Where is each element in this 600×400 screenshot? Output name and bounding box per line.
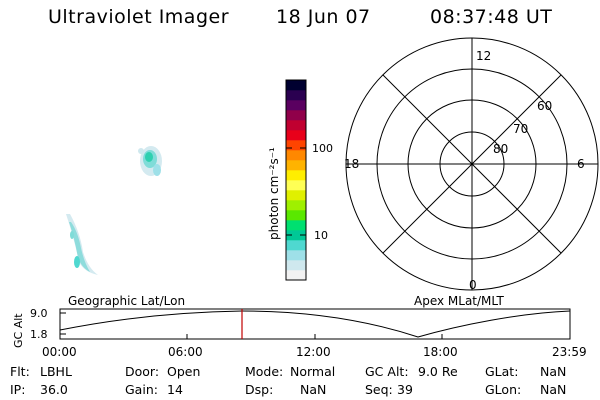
colorbar-segment — [286, 270, 306, 281]
colorbar-segment — [286, 190, 306, 201]
glat-value: NaN — [540, 364, 567, 379]
colorbar-frame — [285, 79, 307, 281]
colorbar-segment — [286, 260, 306, 271]
time-tick-1800: 18:00 — [423, 345, 458, 359]
colorbar-segment — [286, 80, 306, 91]
colorbar-segment — [286, 230, 306, 241]
time-tick-1200: 12:00 — [296, 345, 331, 359]
mlt-label-0: 0 — [469, 278, 477, 292]
gc-alt-axis-label: GC Alt — [12, 313, 25, 348]
colorbar-segment — [286, 100, 306, 111]
aurora-blob-lower — [66, 214, 98, 275]
colorbar-segment — [286, 90, 306, 101]
time-tick-2359: 23:59 — [552, 345, 587, 359]
mlt-label-18: 18 — [344, 157, 359, 171]
colorbar-segment — [286, 170, 306, 181]
mlt-label-6: 6 — [577, 157, 585, 171]
time-label: 08:37:48 UT — [430, 6, 553, 28]
colorbar-segment — [286, 110, 306, 121]
colorbar-tick-10: 10 — [314, 229, 328, 242]
geographic-label: Geographic Lat/Lon — [68, 294, 185, 308]
colorbar — [286, 80, 306, 281]
colorbar-segment — [286, 210, 306, 221]
lat-label-70: 70 — [513, 122, 528, 136]
gc-alt-value: 9.0 Re — [418, 364, 458, 379]
door-label: Door: — [125, 364, 160, 379]
gain-value: 14 — [167, 382, 183, 397]
gain-label: Gain: — [125, 382, 158, 397]
date-label: 18 Jun 07 — [276, 6, 371, 28]
instrument-title: Ultraviolet Imager — [48, 6, 230, 28]
ip-value: 36.0 — [40, 382, 68, 397]
ip-label: IP: — [10, 382, 26, 397]
altitude-strip — [59, 308, 571, 340]
lat-label-60: 60 — [537, 99, 552, 113]
colorbar-segment — [286, 130, 306, 141]
flt-label: Flt: — [10, 364, 30, 379]
geographic-image — [66, 146, 162, 275]
dsp-value: NaN — [300, 382, 327, 397]
apex-label: Apex MLat/MLT — [414, 294, 504, 308]
colorbar-segment — [286, 140, 306, 151]
colorbar-segment — [286, 160, 306, 171]
polar-plot — [345, 37, 599, 291]
seq-value: 39 — [397, 382, 413, 397]
colorbar-segment — [286, 200, 306, 211]
alt-tick-9: 9.0 — [30, 307, 48, 320]
lat-label-80: 80 — [493, 142, 508, 156]
colorbar-segment — [286, 120, 306, 131]
colorbar-segment — [286, 240, 306, 251]
mode-label: Mode: — [245, 364, 284, 379]
glon-value: NaN — [540, 382, 567, 397]
colorbar-segment — [286, 220, 306, 231]
time-tick-0000: 00:00 — [42, 345, 77, 359]
colorbar-unit-label: photon cm⁻²s⁻¹ — [267, 147, 281, 240]
alt-tick-1-8: 1.8 — [30, 328, 48, 341]
door-value: Open — [167, 364, 201, 379]
seq-label: Seq: — [365, 382, 393, 397]
colorbar-segment — [286, 250, 306, 261]
colorbar-segment — [286, 150, 306, 161]
glat-label: GLat: — [485, 364, 519, 379]
mode-value: Normal — [290, 364, 336, 379]
colorbar-segment — [286, 180, 306, 191]
flt-value: LBHL — [40, 364, 72, 379]
colorbar-tick-100: 100 — [312, 142, 333, 155]
glon-label: GLon: — [485, 382, 522, 397]
time-tick-0600: 06:00 — [168, 345, 203, 359]
colorbar-ticks — [286, 147, 306, 236]
dsp-label: Dsp: — [245, 382, 274, 397]
aurora-blob-upper — [138, 146, 162, 176]
gc-alt-label: GC Alt: — [365, 364, 409, 379]
mlt-label-12: 12 — [476, 49, 491, 63]
